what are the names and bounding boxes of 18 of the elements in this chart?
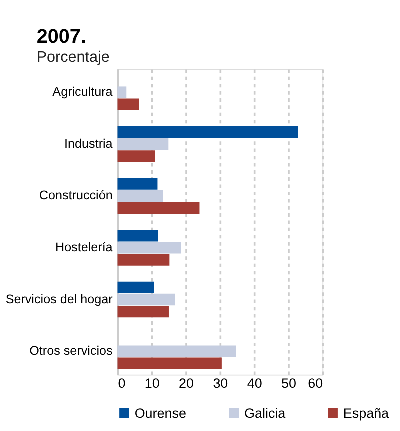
x-tick-label: 30 xyxy=(213,376,228,391)
x-tick-label: 10 xyxy=(144,376,160,391)
chart-subtitle: Porcentaje xyxy=(36,49,110,66)
legend-label: España xyxy=(343,406,390,421)
x-tick-label: 60 xyxy=(308,376,324,391)
x-tick-label: 20 xyxy=(179,376,194,391)
y-tick-label: Industria xyxy=(64,136,113,151)
x-tick-label: 0 xyxy=(118,376,126,391)
y-tick-label: Otros servicios xyxy=(30,344,113,358)
x-tick-label: 40 xyxy=(247,376,262,391)
y-tick-label: Agricultura xyxy=(52,85,113,100)
legend-label: Ourense xyxy=(134,406,187,421)
y-tick-label: Hostelería xyxy=(55,240,113,255)
x-tick-label: 50 xyxy=(281,376,296,391)
y-tick-label: Construcción xyxy=(39,188,113,203)
y-tick-label: Servicios del hogar xyxy=(6,292,113,306)
chart-title: 2007. xyxy=(36,26,86,48)
legend-label: Galicia xyxy=(244,406,286,421)
